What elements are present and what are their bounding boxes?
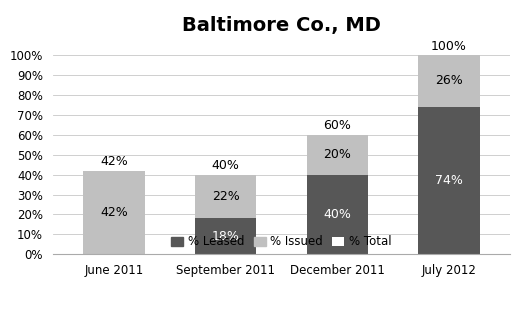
- Bar: [307, 135, 368, 175]
- Text: 26%: 26%: [435, 74, 463, 87]
- Text: 20%: 20%: [323, 148, 351, 161]
- Bar: [195, 175, 256, 218]
- Legend: % Leased, % Issued, % Total: % Leased, % Issued, % Total: [169, 233, 394, 250]
- Text: 42%: 42%: [100, 206, 128, 219]
- Text: 100%: 100%: [431, 40, 467, 53]
- Bar: [83, 170, 145, 254]
- Bar: [307, 175, 368, 254]
- Title: Baltimore Co., MD: Baltimore Co., MD: [182, 16, 381, 35]
- Text: 74%: 74%: [435, 174, 463, 187]
- Bar: [418, 107, 480, 254]
- Text: 40%: 40%: [323, 208, 351, 221]
- Text: 42%: 42%: [100, 155, 128, 168]
- Bar: [195, 218, 256, 254]
- Text: 22%: 22%: [212, 190, 239, 203]
- Bar: [418, 55, 480, 107]
- Text: 40%: 40%: [211, 159, 239, 172]
- Text: 60%: 60%: [323, 119, 351, 132]
- Text: 18%: 18%: [211, 230, 239, 243]
